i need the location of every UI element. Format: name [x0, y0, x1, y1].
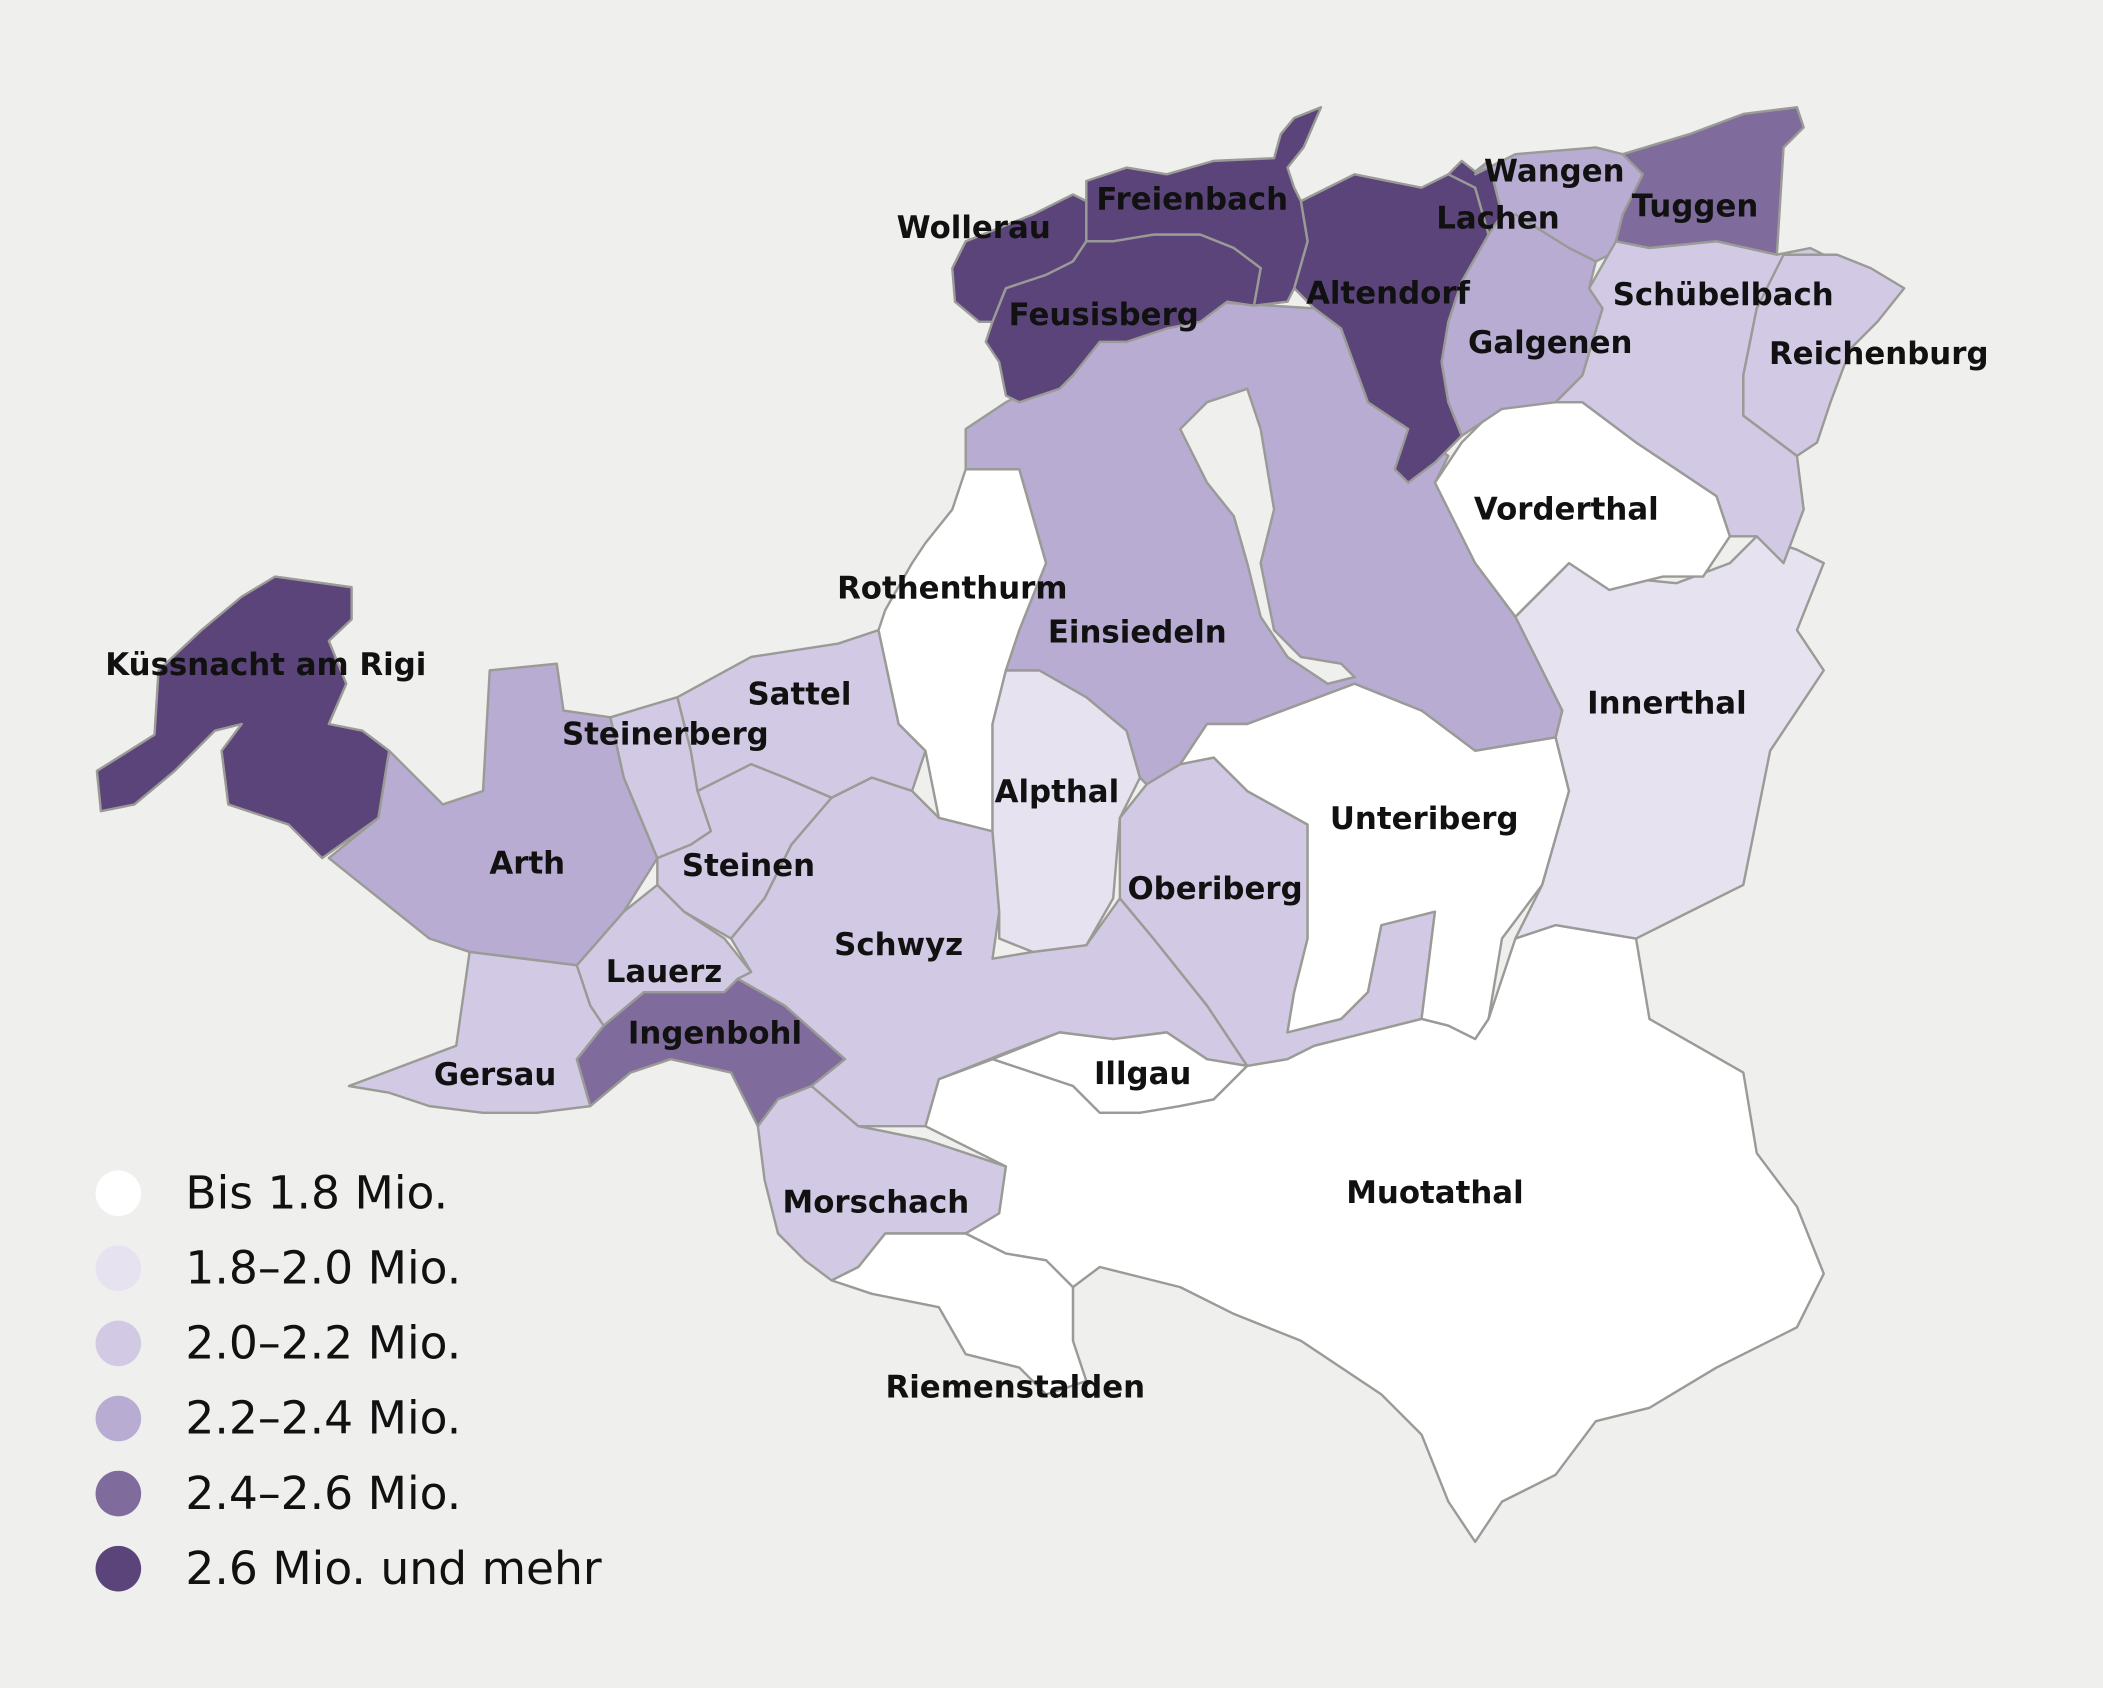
label-altendorf: Altendorf [1306, 275, 1470, 311]
label-reichenburg: Reichenburg [1769, 336, 1989, 372]
label-riemenstalden: Riemenstalden [886, 1370, 1146, 1406]
label-vorderthal: Vorderthal [1474, 491, 1659, 527]
label-wangen: Wangen [1484, 153, 1625, 189]
lake-sihlsee [1178, 387, 1357, 686]
label-galgenen: Galgenen [1468, 325, 1632, 361]
region-muotathal [924, 923, 1825, 1544]
legend-label: 1.8–2.0 Mio. [185, 1242, 461, 1295]
legend-swatch [95, 1470, 142, 1517]
legend-label: Bis 1.8 Mio. [185, 1166, 448, 1219]
label-feusisberg: Feusisberg [1009, 297, 1199, 333]
legend-label: 2.0–2.2 Mio. [185, 1317, 461, 1370]
label-steinerberg: Steinerberg [562, 717, 769, 753]
legend-label: 2.2–2.4 Mio. [185, 1392, 461, 1445]
legend-label: 2.6 Mio. und mehr [185, 1542, 602, 1595]
region-tuggen [1614, 106, 1805, 256]
label-innerthal: Innerthal [1587, 686, 1747, 722]
region-kussnacht-am-rigi [95, 575, 391, 860]
label-muotathal: Muotathal [1346, 1175, 1523, 1211]
label-einsiedeln: Einsiedeln [1048, 615, 1227, 651]
municipality-labels: Küssnacht am Rigi Arth Gersau Lauerz Ingenbo… [105, 153, 1988, 1405]
label-arth: Arth [489, 845, 565, 881]
municipality-regions [95, 106, 1906, 1544]
label-schwyz: Schwyz [834, 927, 963, 963]
region-schubelbach [1554, 240, 1872, 565]
label-illgau: Illgau [1094, 1056, 1191, 1092]
label-freienbach: Freienbach [1096, 182, 1288, 218]
region-arth [327, 662, 659, 967]
region-riemenstalden [830, 1232, 1088, 1396]
region-feusisberg [984, 233, 1262, 404]
label-alpthal: Alpthal [995, 774, 1120, 810]
label-ingenbohl: Ingenbohl [628, 1016, 802, 1052]
label-oberiberg: Oberiberg [1127, 871, 1302, 907]
legend-swatch [95, 1320, 142, 1367]
label-lachen: Lachen [1436, 200, 1560, 236]
label-schubelbach: Schübelbach [1613, 277, 1834, 313]
label-kussnacht-am-rigi: Küssnacht am Rigi [105, 647, 426, 683]
label-tuggen: Tuggen [1632, 188, 1759, 224]
label-gersau: Gersau [434, 1057, 557, 1093]
region-reichenburg [1742, 253, 1906, 458]
legend-swatch [95, 1170, 142, 1217]
label-steinen: Steinen [682, 848, 815, 884]
label-lauerz: Lauerz [606, 954, 722, 990]
legend-swatch [95, 1395, 142, 1442]
legend: Bis 1.8 Mio. 1.8–2.0 Mio. 2.0–2.2 Mio. 2.2–… [95, 1166, 602, 1595]
label-rothenthurm: Rothenthurm [837, 570, 1067, 606]
region-innerthal [1514, 535, 1825, 940]
legend-label: 2.4–2.6 Mio. [185, 1467, 461, 1520]
legend-swatch [95, 1545, 142, 1592]
legend-swatch [95, 1245, 142, 1292]
label-morschach: Morschach [783, 1184, 970, 1220]
label-wollerau: Wollerau [897, 210, 1051, 246]
label-unteriberg: Unteriberg [1330, 801, 1519, 837]
label-sattel: Sattel [747, 676, 851, 712]
